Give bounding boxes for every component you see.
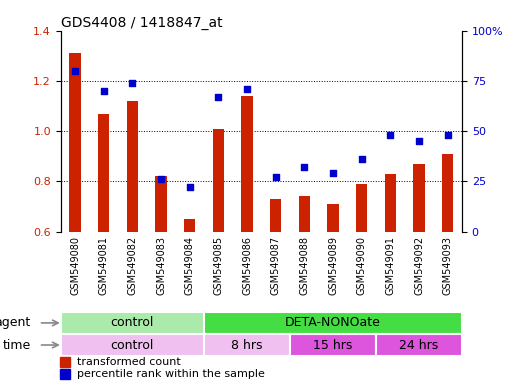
Bar (356, 184, 367, 232)
Text: DETA-NONOate: DETA-NONOate (285, 316, 381, 329)
Text: GSM549086: GSM549086 (242, 235, 252, 295)
Text: control: control (111, 316, 154, 329)
Text: transformed count: transformed count (77, 357, 181, 367)
Text: agent: agent (0, 316, 31, 329)
Bar (290, 334, 376, 356)
Bar (204, 312, 462, 334)
Text: GSM549085: GSM549085 (213, 235, 223, 295)
Text: GSM549081: GSM549081 (99, 235, 109, 295)
Bar (213, 129, 224, 232)
Text: GSM549089: GSM549089 (328, 235, 338, 295)
Text: percentile rank within the sample: percentile rank within the sample (77, 369, 265, 379)
Text: GSM549084: GSM549084 (185, 235, 195, 295)
Bar (327, 204, 339, 232)
Bar (413, 164, 425, 232)
Text: GSM549087: GSM549087 (271, 235, 281, 295)
Point (329, 170, 337, 176)
Text: GSM549090: GSM549090 (357, 235, 366, 295)
Bar (270, 199, 281, 232)
Point (386, 132, 394, 138)
Bar (442, 154, 454, 232)
Point (300, 164, 308, 170)
Text: GSM549083: GSM549083 (156, 235, 166, 295)
Text: GSM549092: GSM549092 (414, 235, 424, 295)
Bar (155, 176, 167, 232)
Point (357, 156, 366, 162)
Text: 15 hrs: 15 hrs (313, 339, 353, 351)
Point (71, 68, 79, 74)
Text: GDS4408 / 1418847_at: GDS4408 / 1418847_at (61, 16, 222, 30)
Point (99, 88, 108, 94)
Point (243, 86, 251, 92)
Point (415, 138, 423, 144)
Text: 8 hrs: 8 hrs (231, 339, 263, 351)
Point (444, 132, 452, 138)
Bar (241, 96, 253, 232)
Text: 24 hrs: 24 hrs (399, 339, 439, 351)
Bar (376, 334, 462, 356)
Text: control: control (111, 339, 154, 351)
Text: time: time (2, 339, 31, 351)
Text: GSM549082: GSM549082 (127, 235, 137, 295)
Bar (127, 101, 138, 232)
Bar (204, 334, 290, 356)
Text: GSM549093: GSM549093 (442, 235, 452, 295)
Text: GSM549080: GSM549080 (70, 235, 80, 295)
Bar (384, 174, 396, 232)
Bar (98, 114, 109, 232)
Bar (61, 334, 204, 356)
Point (214, 94, 223, 100)
Bar (61, 312, 204, 334)
Bar (299, 196, 310, 232)
Point (157, 176, 165, 182)
Bar (69, 53, 81, 232)
Text: GSM549091: GSM549091 (385, 235, 395, 295)
Point (271, 174, 280, 180)
Text: GSM549088: GSM549088 (299, 235, 309, 295)
Bar (184, 219, 195, 232)
Point (185, 184, 194, 190)
Point (128, 80, 137, 86)
